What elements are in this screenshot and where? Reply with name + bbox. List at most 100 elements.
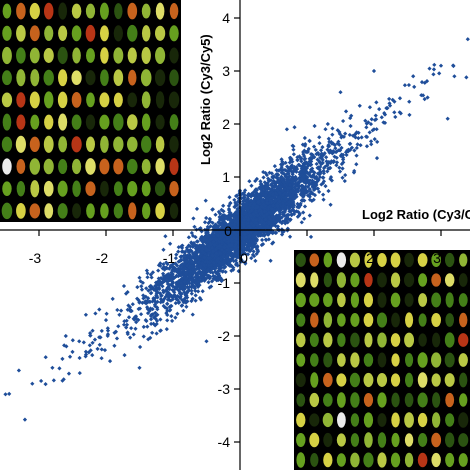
microarray-spot [113,181,123,197]
scatter-point [199,271,204,276]
scatter-point [324,155,329,160]
scatter-point [268,182,274,188]
scatter-point [214,251,219,256]
microarray-spot [113,158,124,175]
microarray-spot [113,47,124,64]
scatter-point [279,174,284,179]
scatter-point [243,235,249,240]
microarray-spot [169,180,179,197]
scatter-point [283,174,288,179]
scatter-point [271,209,276,214]
scatter-point [356,136,361,141]
microarray-spot [169,114,179,131]
scatter-point [177,289,182,294]
scatter-point [291,205,296,210]
scatter-point [269,195,275,200]
scatter-point [269,217,275,222]
microarray-spot [337,333,346,347]
scatter-point [348,115,353,121]
scatter-point [285,212,290,218]
scatter-point [279,166,284,172]
scatter-point [339,152,344,157]
microarray-spot [418,333,427,347]
scatter-point [213,275,218,280]
scatter-point [146,288,151,293]
microarray-spot [16,180,26,197]
scatter-point [181,267,186,272]
scatter-point [295,204,300,210]
scatter-point [196,289,201,294]
scatter-point [272,181,278,186]
microarray-spot [169,135,179,153]
microarray-spot [391,312,400,328]
microarray-spot [350,313,360,327]
scatter-point [198,297,204,302]
scatter-point [330,132,335,137]
scatter-point [374,156,380,161]
scatter-point [310,166,315,171]
microarray-spot [350,292,360,308]
scatter-point [236,208,241,213]
scatter-point [144,286,149,291]
scatter-point [287,185,292,190]
scatter-point [202,238,207,243]
scatter-point [197,243,202,248]
scatter-point [330,126,335,131]
scatter-point [205,234,210,239]
microarray-spot [459,312,468,328]
microarray-spot [85,70,96,86]
microarray-spot [295,292,306,308]
microarray-spot [295,332,306,348]
scatter-point [172,287,177,292]
scatter-point [107,359,113,364]
scatter-point [195,239,200,244]
scatter-point [267,230,272,236]
scatter-point [170,297,175,302]
scatter-point [312,123,317,129]
microarray-spot [377,332,387,348]
scatter-point [206,280,211,285]
scatter-point [203,262,209,267]
scatter-point [182,286,187,291]
scatter-point [135,285,140,290]
y-tick-label: -3 [218,381,231,397]
microarray-spot [444,252,455,268]
microarray-spot [337,353,346,367]
x-tick-label: -3 [29,250,42,266]
scatter-point [169,270,174,275]
scatter-point [277,208,282,214]
scatter-point [213,212,218,217]
scatter-point [320,145,325,150]
scatter-point [169,314,174,319]
scatter-point [317,189,322,194]
scatter-point [219,207,224,213]
scatter-point [262,209,267,214]
x-axis-ticks: -3 -2 -1 2 3 0 [29,230,442,266]
microarray-spot [141,3,151,19]
scatter-point [309,198,314,203]
scatter-point [173,315,178,320]
scatter-point [306,172,311,177]
scatter-point [200,261,205,266]
scatter-point [270,183,275,189]
scatter-point [99,347,104,352]
scatter-point [340,166,345,171]
scatter-point [345,148,350,153]
microarray-spot [29,2,40,20]
scatter-point [247,202,253,207]
scatter-point [335,141,340,146]
scatter-point [307,213,312,218]
microarray-spot [404,412,414,428]
scatter-point [299,186,305,191]
microarray-spot [458,333,469,347]
scatter-point [341,118,346,124]
scatter-point [364,125,369,130]
scatter-point [258,207,263,212]
microarray-spot [336,453,346,467]
scatter-point [194,250,199,255]
scatter-point [336,148,342,153]
scatter-point [165,297,170,302]
microarray-spot [323,252,333,268]
microarray-spot [445,452,455,468]
microarray-spot [29,47,40,64]
